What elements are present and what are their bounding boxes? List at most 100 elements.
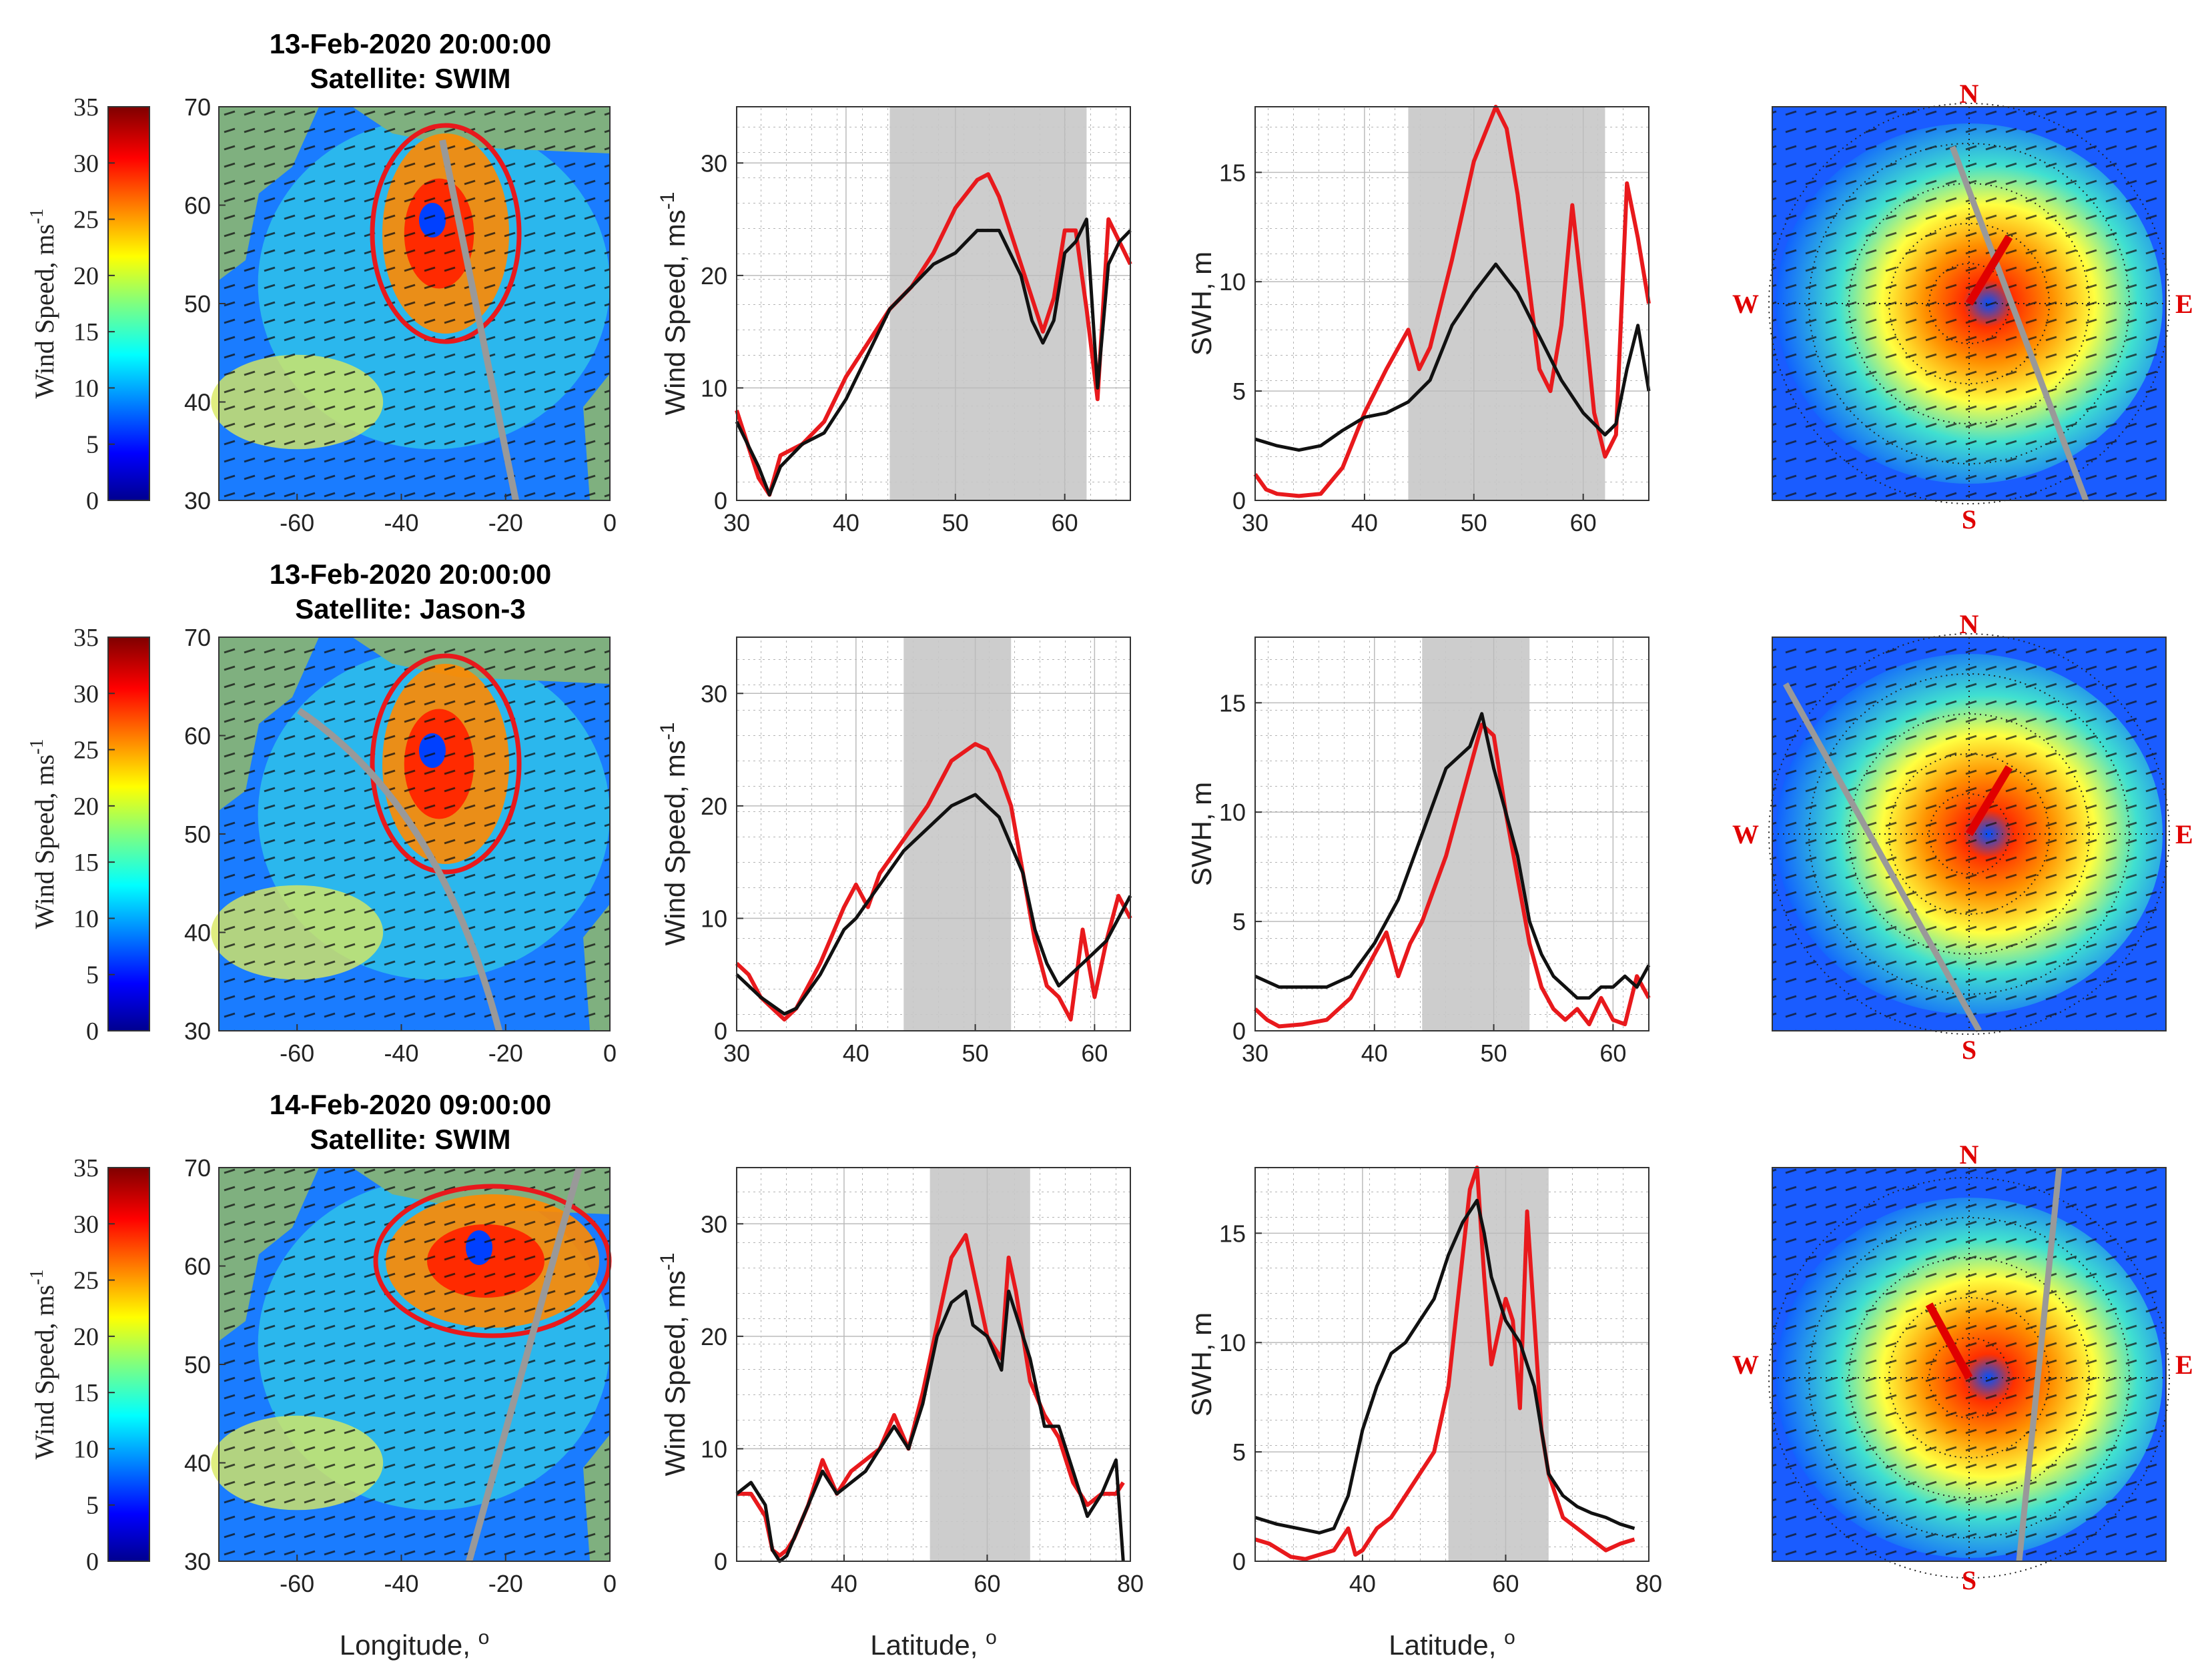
map-y-tick-label: 70 xyxy=(184,624,211,651)
series-line-satellite xyxy=(735,1289,1125,1563)
panel-title: 13-Feb-2020 20:00:00 xyxy=(270,28,552,59)
x-tick-label: 40 xyxy=(1351,509,1378,536)
map-y-tick-label: 60 xyxy=(184,192,211,220)
polar-frame xyxy=(1772,1167,2167,1562)
panel-subtitle: Satellite: Jason-3 xyxy=(295,593,525,624)
line-chart: 30 40 50 60 0 5 10 15 SWH, m xyxy=(1186,105,1651,536)
x-tick-label: 40 xyxy=(843,1039,869,1067)
map-y-tick-label: 30 xyxy=(184,1017,211,1045)
map-y-tick-label: 50 xyxy=(184,821,211,848)
colorbar-tick-label: 10 xyxy=(73,374,99,402)
map-y-tick-label: 60 xyxy=(184,723,211,750)
colorbar-tick-label: 10 xyxy=(73,905,99,933)
map-y-tick-label: 70 xyxy=(184,1154,211,1182)
colorbar-tick-label: 20 xyxy=(73,793,99,821)
y-axis-label: SWH, m xyxy=(1186,1312,1217,1416)
x-tick-label: 60 xyxy=(974,1570,1000,1597)
y-axis-label: SWH, m xyxy=(1186,252,1217,356)
y-tick-label: 15 xyxy=(1219,159,1246,186)
range-ring xyxy=(1768,1177,2170,1579)
map-x-tick-label: -60 xyxy=(280,1570,314,1597)
x-tick-label: 40 xyxy=(831,1570,857,1597)
compass-west: W xyxy=(1732,819,1759,849)
x-tick-label: 30 xyxy=(723,1039,750,1067)
satellite-track xyxy=(2016,1167,2063,1562)
colorbar-tick-label: 20 xyxy=(73,1323,99,1351)
map-y-tick-label: 50 xyxy=(184,290,211,318)
storm-zone-shading xyxy=(1422,637,1530,1031)
range-ring xyxy=(1848,183,2090,424)
x-tick-label: 60 xyxy=(1081,1039,1108,1067)
compass-east: E xyxy=(2175,1350,2193,1380)
x-tick-label: 50 xyxy=(962,1039,989,1067)
map-x-tick-label: -20 xyxy=(488,1570,523,1597)
y-tick-label: 20 xyxy=(701,1323,727,1350)
y-tick-label: 10 xyxy=(701,1435,727,1462)
colorbar-label: Wind Speed, ms-1 xyxy=(27,1269,59,1459)
map-y-tick-label: 30 xyxy=(184,1548,211,1575)
x-tick-label: 80 xyxy=(1635,1570,1662,1597)
polar-wind-panel: N S W E xyxy=(1732,79,2193,534)
colorbar-tick-label: 25 xyxy=(73,206,99,234)
y-tick-label: 30 xyxy=(701,680,727,707)
colorbar-tick-label: 15 xyxy=(73,849,99,877)
colorbar-tick-label: 0 xyxy=(86,1017,99,1045)
series-line-satellite xyxy=(1254,1198,1635,1535)
x-tick-label: 40 xyxy=(1349,1570,1376,1597)
colorbar-tick-label: 10 xyxy=(73,1435,99,1463)
storm-motion-arrow xyxy=(1925,1302,1973,1380)
line-chart: 30 40 50 60 0 10 20 30 Wind Speed, ms-1 xyxy=(657,106,1132,536)
polar-wind-vectors xyxy=(1772,1168,2166,1561)
colorbar-tick-label: 5 xyxy=(86,431,99,459)
series-line-satellite xyxy=(735,793,1132,1016)
colorbar-tick-label: 5 xyxy=(86,1492,99,1520)
y-tick-label: 15 xyxy=(1219,1220,1246,1247)
map-x-tick-label: 0 xyxy=(603,509,617,536)
map-y-tick-label: 50 xyxy=(184,1351,211,1378)
compass-north: N xyxy=(1960,609,1979,639)
colorbar xyxy=(107,1167,150,1562)
compass-north: N xyxy=(1960,79,1979,109)
polar-frame xyxy=(1772,637,2167,1031)
y-tick-label: 10 xyxy=(701,374,727,402)
map-x-tick-label: -40 xyxy=(384,509,418,536)
colorbar xyxy=(107,106,150,501)
y-tick-label: 30 xyxy=(701,1210,727,1238)
satellite-track xyxy=(297,707,502,1032)
series-line-satellite xyxy=(735,218,1132,497)
compass-south: S xyxy=(1962,1035,1976,1065)
storm-contour xyxy=(370,123,522,344)
y-axis-label: Wind Speed, ms-1 xyxy=(657,1253,691,1477)
x-axis-label: Latitude, o xyxy=(1389,1627,1515,1661)
satellite-track xyxy=(439,139,519,501)
x-tick-label: 30 xyxy=(1242,509,1268,536)
range-ring xyxy=(1848,1257,2090,1499)
compass-north: N xyxy=(1960,1140,1979,1170)
colorbar-tick-label: 0 xyxy=(86,487,99,515)
map-x-tick-label: -60 xyxy=(280,1039,314,1067)
y-tick-label: 0 xyxy=(714,1017,727,1045)
x-tick-label: 50 xyxy=(1481,1039,1507,1067)
map-x-tick-label: -40 xyxy=(384,1039,418,1067)
storm-zone-shading xyxy=(930,1168,1030,1561)
map-x-tick-label: -60 xyxy=(280,509,314,536)
range-ring xyxy=(1808,143,2130,464)
series-line-model xyxy=(735,742,1132,1022)
series-line-satellite xyxy=(1254,712,1651,1000)
y-tick-label: 0 xyxy=(714,1548,727,1575)
y-tick-label: 15 xyxy=(1219,689,1246,717)
y-tick-label: 10 xyxy=(1219,1329,1246,1356)
plot-frame xyxy=(736,106,1131,501)
x-axis-label: Latitude, o xyxy=(870,1627,997,1661)
y-tick-label: 5 xyxy=(1232,908,1246,935)
range-ring xyxy=(1888,1297,2050,1458)
y-tick-label: 10 xyxy=(1219,799,1246,826)
y-tick-label: 10 xyxy=(701,905,727,932)
map-y-tick-label: 40 xyxy=(184,389,211,416)
y-tick-label: 5 xyxy=(1232,378,1246,405)
colorbar-tick-label: 5 xyxy=(86,961,99,989)
range-ring xyxy=(1808,673,2130,995)
range-ring xyxy=(1768,633,2170,1035)
satellite-track xyxy=(1783,682,1982,1033)
colorbar-tick-label: 0 xyxy=(86,1548,99,1576)
